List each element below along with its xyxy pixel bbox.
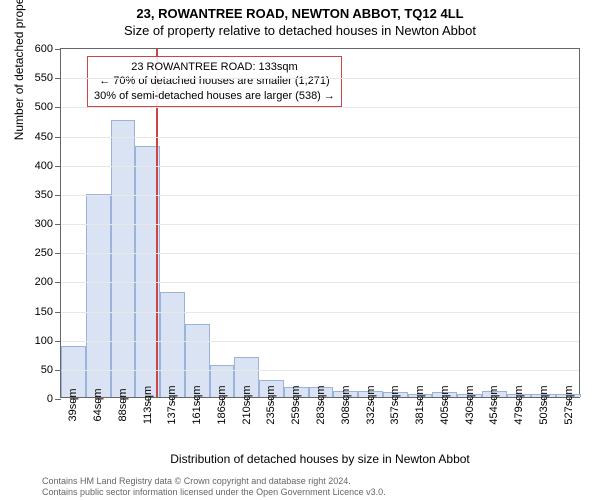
y-tick: [55, 282, 61, 283]
y-tick-label: 250: [35, 247, 53, 259]
x-tick-label: 454sqm: [488, 385, 500, 424]
footer-line1: Contains HM Land Registry data © Crown c…: [42, 476, 386, 487]
grid-line: [61, 312, 579, 313]
x-tick-label: 210sqm: [241, 385, 253, 424]
chart-container: 23, ROWANTREE ROAD, NEWTON ABBOT, TQ12 4…: [0, 0, 600, 500]
grid-line: [61, 282, 579, 283]
grid-line: [61, 341, 579, 342]
x-tick-label: 332sqm: [365, 385, 377, 424]
grid-line: [61, 78, 579, 79]
y-tick-label: 200: [35, 276, 53, 288]
x-tick-label: 381sqm: [414, 385, 426, 424]
x-tick-label: 64sqm: [92, 388, 104, 421]
y-tick: [55, 370, 61, 371]
grid-line: [61, 137, 579, 138]
x-tick-label: 88sqm: [117, 388, 129, 421]
y-tick-label: 100: [35, 335, 53, 347]
title-main: 23, ROWANTREE ROAD, NEWTON ABBOT, TQ12 4…: [0, 0, 600, 21]
y-tick: [55, 341, 61, 342]
annotation-box: 23 ROWANTREE ROAD: 133sqm ← 70% of detac…: [87, 56, 342, 107]
annotation-line1: 23 ROWANTREE ROAD: 133sqm: [94, 60, 335, 74]
y-axis-label: Number of detached properties: [12, 0, 26, 140]
y-tick: [55, 107, 61, 108]
x-tick-label: 503sqm: [538, 385, 550, 424]
footer: Contains HM Land Registry data © Crown c…: [42, 476, 386, 498]
title-sub: Size of property relative to detached ho…: [0, 21, 600, 38]
y-tick: [55, 195, 61, 196]
y-tick: [55, 312, 61, 313]
y-tick-label: 50: [41, 364, 53, 376]
x-tick-label: 186sqm: [216, 385, 228, 424]
y-tick-label: 500: [35, 101, 53, 113]
grid-line: [61, 107, 579, 108]
y-tick: [55, 399, 61, 400]
y-tick: [55, 166, 61, 167]
annotation-line2: ← 70% of detached houses are smaller (1,…: [94, 74, 335, 88]
x-tick-label: 430sqm: [464, 385, 476, 424]
x-tick-label: 283sqm: [315, 385, 327, 424]
y-tick-label: 400: [35, 160, 53, 172]
x-tick-label: 235sqm: [265, 385, 277, 424]
grid-line: [61, 195, 579, 196]
x-tick-label: 137sqm: [166, 385, 178, 424]
bar: [160, 292, 185, 397]
x-tick-label: 479sqm: [513, 385, 525, 424]
y-tick-label: 450: [35, 131, 53, 143]
y-tick: [55, 78, 61, 79]
bar: [111, 120, 136, 397]
x-tick-label: 161sqm: [191, 385, 203, 424]
grid-line: [61, 166, 579, 167]
y-tick: [55, 137, 61, 138]
grid-line: [61, 370, 579, 371]
y-tick: [55, 49, 61, 50]
x-tick-label: 357sqm: [389, 385, 401, 424]
x-tick-label: 113sqm: [142, 386, 154, 424]
x-tick-label: 259sqm: [290, 385, 302, 424]
y-tick-label: 150: [35, 306, 53, 318]
plot-area: 23 ROWANTREE ROAD: 133sqm ← 70% of detac…: [60, 48, 580, 398]
y-tick-label: 300: [35, 218, 53, 230]
x-axis-label: Distribution of detached houses by size …: [60, 452, 580, 466]
y-tick-label: 0: [47, 393, 53, 405]
y-tick-label: 350: [35, 189, 53, 201]
x-tick-label: 308sqm: [340, 385, 352, 424]
y-tick: [55, 253, 61, 254]
y-tick-label: 550: [35, 72, 53, 84]
y-tick: [55, 224, 61, 225]
x-tick-label: 527sqm: [563, 385, 575, 424]
grid-line: [61, 224, 579, 225]
x-tick-label: 405sqm: [439, 385, 451, 424]
grid-line: [61, 253, 579, 254]
x-tick-label: 39sqm: [67, 388, 79, 421]
y-tick-label: 600: [35, 43, 53, 55]
annotation-line3: 30% of semi-detached houses are larger (…: [94, 89, 335, 103]
footer-line2: Contains public sector information licen…: [42, 487, 386, 498]
